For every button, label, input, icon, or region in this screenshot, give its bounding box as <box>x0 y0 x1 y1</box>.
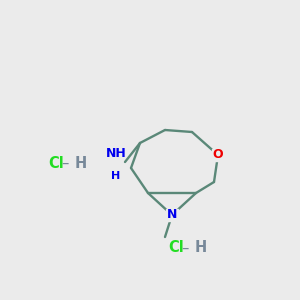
Text: H: H <box>195 241 207 256</box>
Polygon shape <box>166 209 178 221</box>
Text: H: H <box>111 171 121 181</box>
Text: NH: NH <box>106 147 126 160</box>
Text: Cl: Cl <box>48 155 64 170</box>
Text: –: – <box>61 155 69 170</box>
Text: –: – <box>181 241 189 256</box>
Text: O: O <box>213 148 223 161</box>
Polygon shape <box>212 149 224 161</box>
Text: N: N <box>167 208 177 221</box>
Text: Cl: Cl <box>168 241 184 256</box>
Text: H: H <box>75 155 87 170</box>
